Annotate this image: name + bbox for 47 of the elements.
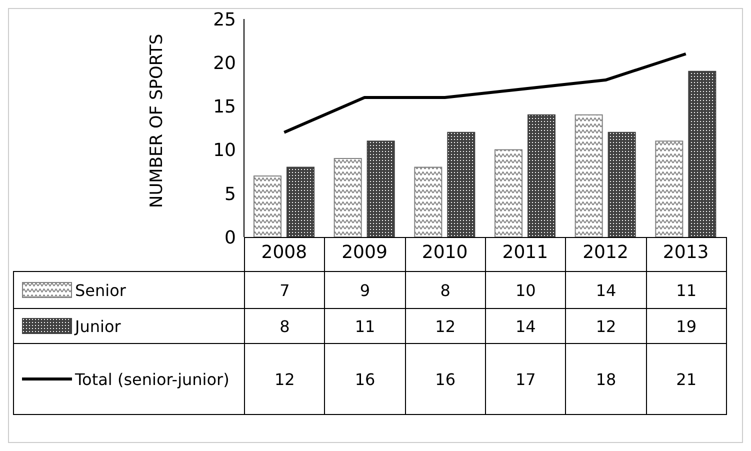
bar bbox=[574, 114, 603, 237]
x-tick-label: 2009 bbox=[342, 242, 388, 263]
data-label: 17 bbox=[485, 343, 566, 415]
bar bbox=[366, 140, 395, 237]
data-label: 14 bbox=[485, 308, 566, 344]
y-axis-title: NUMBER OF SPORTS bbox=[147, 34, 168, 208]
x-tick-label: 2012 bbox=[582, 242, 628, 263]
bar bbox=[608, 132, 636, 237]
data-label: 7 bbox=[244, 271, 326, 309]
legend-label: Junior bbox=[75, 316, 121, 336]
y-tick-label: 5 bbox=[224, 184, 236, 205]
data-label: 11 bbox=[646, 271, 727, 309]
y-tick-label: 15 bbox=[213, 96, 236, 118]
bar bbox=[334, 158, 362, 237]
y-tick-label: 0 bbox=[224, 227, 236, 248]
x-tick-label: 2011 bbox=[502, 242, 548, 263]
x-tick-label: 2008 bbox=[261, 242, 308, 263]
x-tick-label: 2010 bbox=[422, 242, 468, 263]
legend-label: Senior bbox=[75, 280, 126, 300]
data-label: 12 bbox=[565, 308, 647, 344]
data-label: 19 bbox=[646, 308, 727, 344]
data-label: 16 bbox=[404, 343, 486, 415]
y-tick-label: 25 bbox=[213, 9, 236, 30]
bar bbox=[688, 70, 716, 237]
data-label: 11 bbox=[324, 308, 406, 344]
data-label: 8 bbox=[244, 308, 326, 344]
y-tick-label: 10 bbox=[213, 140, 236, 162]
bar bbox=[414, 166, 442, 237]
data-label: 16 bbox=[324, 343, 406, 415]
data-label: 12 bbox=[404, 308, 486, 344]
bar bbox=[254, 175, 282, 237]
bar bbox=[286, 166, 314, 237]
bar bbox=[494, 149, 522, 237]
data-label: 21 bbox=[646, 343, 727, 415]
data-label: 14 bbox=[565, 271, 647, 309]
x-tick-label: 2013 bbox=[662, 242, 709, 263]
bar bbox=[447, 132, 476, 237]
y-tick-label: 20 bbox=[213, 52, 236, 74]
bar bbox=[655, 140, 684, 237]
line-series bbox=[282, 52, 688, 134]
data-label: 12 bbox=[244, 343, 326, 415]
data-label: 9 bbox=[324, 271, 406, 309]
data-label: 18 bbox=[565, 343, 647, 415]
data-label: 10 bbox=[485, 271, 566, 309]
data-label: 8 bbox=[404, 271, 486, 309]
legend-label: Total (senior-junior) bbox=[75, 370, 230, 388]
bar bbox=[528, 114, 556, 237]
